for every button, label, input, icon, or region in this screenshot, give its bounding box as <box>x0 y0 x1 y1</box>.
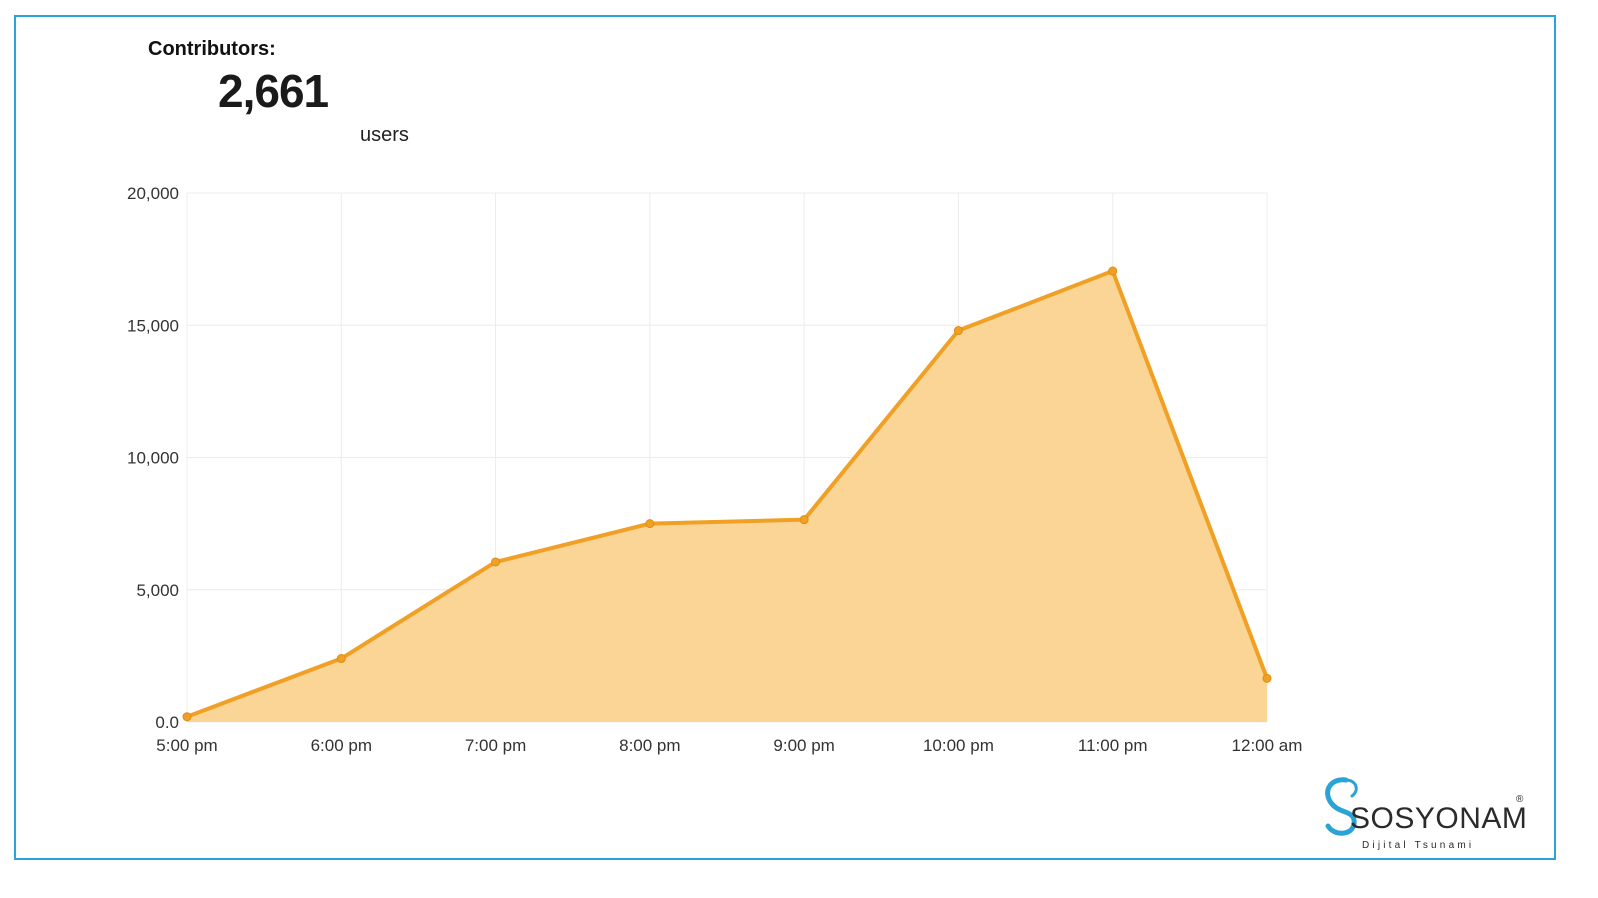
data-point <box>1262 673 1272 683</box>
logo-wordmark: SOSYONAMI <box>1350 802 1528 835</box>
series-area-fill <box>187 271 1267 722</box>
data-point <box>799 515 809 525</box>
x-tick-label: 12:00 am <box>1232 736 1303 755</box>
wave-swirl-icon <box>1325 777 1358 836</box>
y-tick-label: 15,000 <box>127 316 179 335</box>
x-tick-label: 10:00 pm <box>923 736 994 755</box>
contributors-label: Contributors: <box>148 38 276 60</box>
data-point <box>182 712 192 722</box>
data-point <box>1108 266 1118 276</box>
x-tick-label: 5:00 pm <box>156 736 217 755</box>
y-axis-ticks: 0.0 5,000 10,000 15,000 20,000 <box>127 184 179 732</box>
y-tick-label: 10,000 <box>127 449 179 468</box>
logo-tagline: Dijital Tsunami <box>1362 840 1474 851</box>
x-tick-label: 11:00 pm <box>1078 736 1148 755</box>
image-frame <box>14 15 1556 860</box>
x-tick-label: 9:00 pm <box>773 736 834 755</box>
contributors-unit: users <box>360 124 409 146</box>
data-point <box>645 519 655 529</box>
x-tick-label: 7:00 pm <box>465 736 526 755</box>
points-layer <box>182 266 1272 722</box>
y-tick-label: 20,000 <box>127 184 179 203</box>
area-layer <box>186 269 1269 722</box>
y-tick-label: 0.0 <box>155 713 179 732</box>
data-point <box>336 654 346 664</box>
data-point <box>491 557 501 567</box>
x-tick-label: 8:00 pm <box>619 736 680 755</box>
series-line <box>186 269 1269 719</box>
x-tick-label: 6:00 pm <box>311 736 372 755</box>
sosyonami-logo: SOSYONAMI ® Dijital Tsunami <box>1325 777 1528 851</box>
registered-mark: ® <box>1516 794 1524 805</box>
x-axis-ticks: 5:00 pm 6:00 pm 7:00 pm 8:00 pm 9:00 pm 10:00… <box>156 736 1302 755</box>
y-tick-label: 5,000 <box>136 581 179 600</box>
contributors-count: 2,661 <box>218 65 329 117</box>
data-point <box>953 326 963 336</box>
